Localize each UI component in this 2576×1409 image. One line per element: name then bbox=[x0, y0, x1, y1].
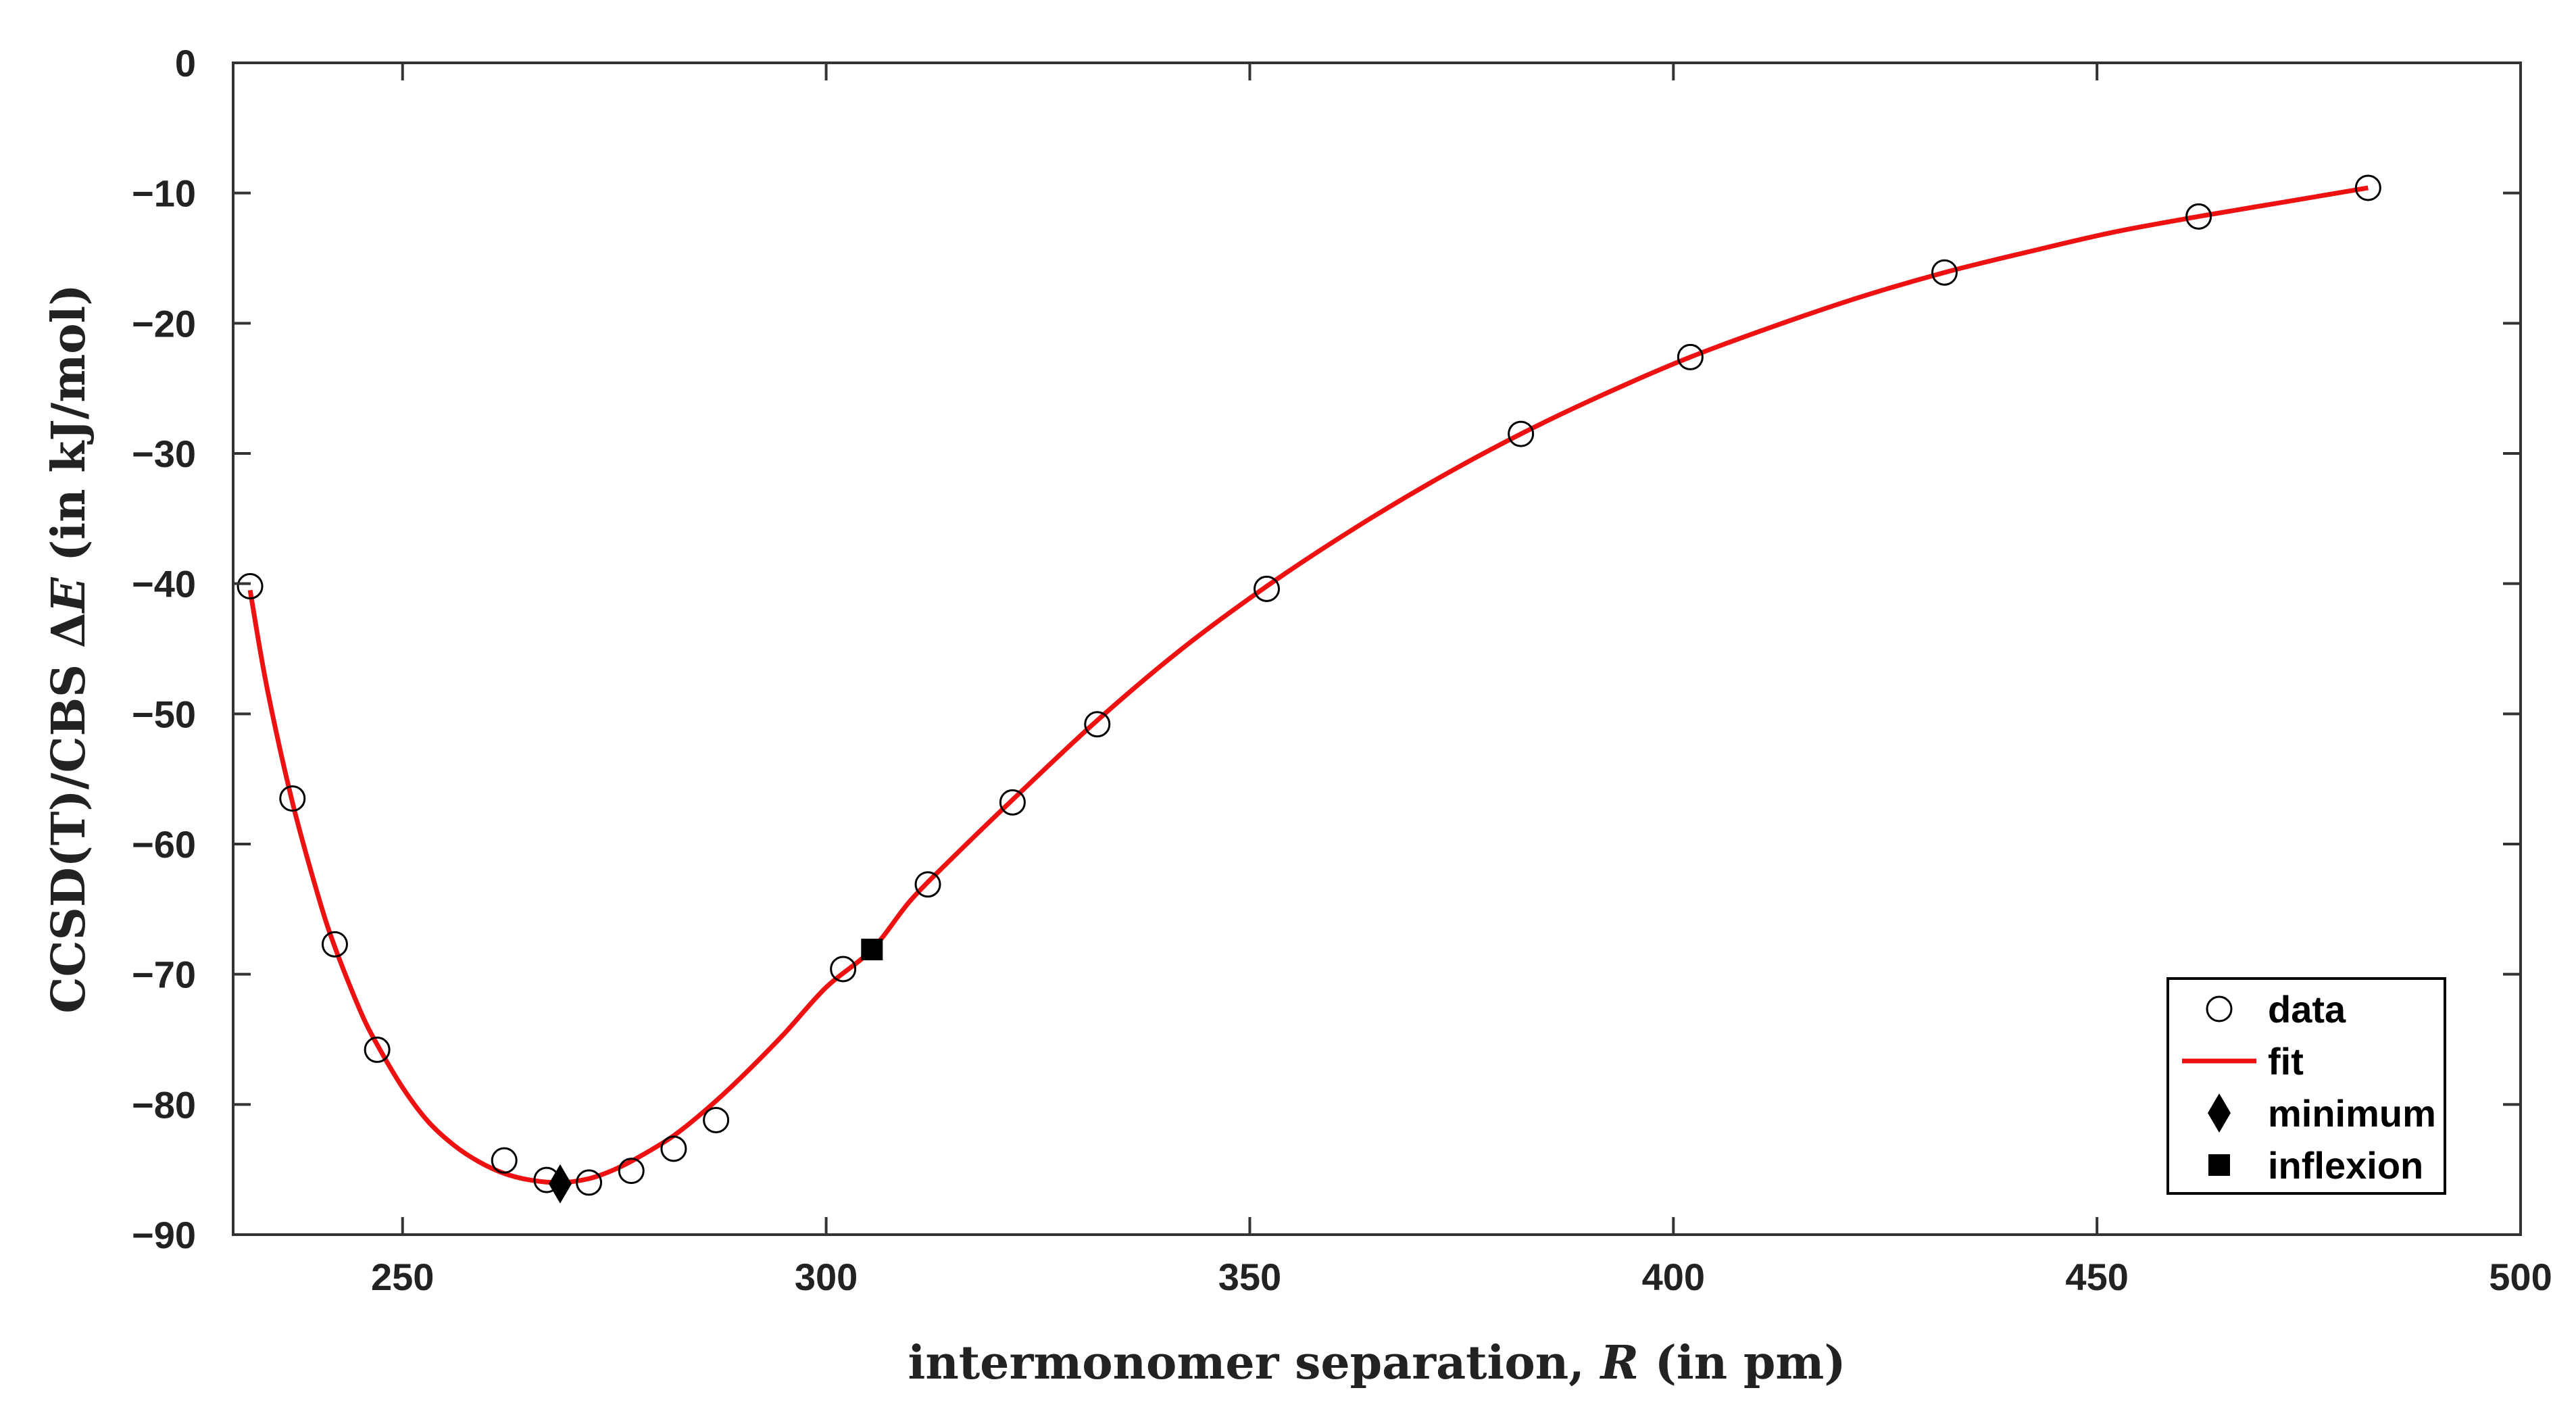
legend-data-marker bbox=[2206, 995, 2233, 1022]
data-marker bbox=[914, 871, 941, 898]
x-tick-label: 450 bbox=[2065, 1256, 2128, 1298]
y-tick-label: −70 bbox=[132, 954, 196, 996]
y-tick-label: −60 bbox=[132, 823, 196, 866]
data-marker bbox=[279, 785, 306, 812]
plot-area bbox=[237, 174, 2381, 1204]
data-marker bbox=[491, 1147, 518, 1174]
y-axis-label: CCSD(T)/CBS ΔE (in kJ/mol) bbox=[42, 284, 96, 1013]
x-axis-label: intermonomer separation, R (in pm) bbox=[908, 1336, 1846, 1390]
data-marker bbox=[2354, 174, 2381, 201]
data-marker bbox=[1677, 343, 1704, 370]
data-marker bbox=[1931, 259, 1958, 286]
x-tick-label: 400 bbox=[1642, 1256, 1705, 1298]
plot-frame bbox=[232, 61, 2522, 1236]
data-marker bbox=[618, 1158, 645, 1185]
legend-inflexion-label: inflexion bbox=[2268, 1144, 2423, 1187]
data-marker bbox=[576, 1169, 603, 1196]
legend-minimum-label: minimum bbox=[2268, 1092, 2436, 1135]
x-tick-label: 250 bbox=[371, 1256, 434, 1298]
legend-fit-label: fit bbox=[2268, 1040, 2304, 1083]
y-tick-label: 0 bbox=[175, 42, 196, 84]
x-tick-label: 300 bbox=[795, 1256, 858, 1298]
y-tick-label: −20 bbox=[132, 302, 196, 345]
x-tick-label: 350 bbox=[1218, 1256, 1281, 1298]
y-tick-label: −30 bbox=[132, 432, 196, 475]
x-tick-label: 500 bbox=[2489, 1256, 2552, 1298]
y-tick-label: −90 bbox=[132, 1214, 196, 1256]
y-tick-label: −50 bbox=[132, 693, 196, 735]
data-marker bbox=[321, 931, 348, 958]
data-marker bbox=[999, 789, 1026, 816]
minimum-marker bbox=[548, 1164, 572, 1204]
data-marker bbox=[237, 573, 264, 600]
y-tick-label: −10 bbox=[132, 172, 196, 215]
y-tick-label: −80 bbox=[132, 1083, 196, 1126]
legend: data fit minimum inflexion bbox=[2166, 977, 2446, 1195]
axes: 250 300 350 400 450 500 0 −10 −20 −30 −40 −50 −60 −70… bbox=[42, 42, 2552, 1390]
y-tick-label: −40 bbox=[132, 563, 196, 605]
data-marker bbox=[364, 1036, 391, 1063]
legend-data-label: data bbox=[2268, 988, 2346, 1031]
data-marker bbox=[1508, 420, 1535, 447]
fit-curve bbox=[247, 185, 2369, 1185]
data-marker bbox=[1254, 575, 1281, 602]
data-marker bbox=[703, 1106, 730, 1133]
data-marker bbox=[1084, 711, 1111, 738]
inflexion-marker bbox=[861, 939, 883, 961]
legend-inflexion-marker bbox=[2208, 1154, 2230, 1176]
data-marker bbox=[2185, 203, 2212, 230]
data-marker bbox=[660, 1135, 687, 1162]
data-marker bbox=[830, 956, 857, 983]
legend-minimum-marker bbox=[2208, 1093, 2231, 1133]
